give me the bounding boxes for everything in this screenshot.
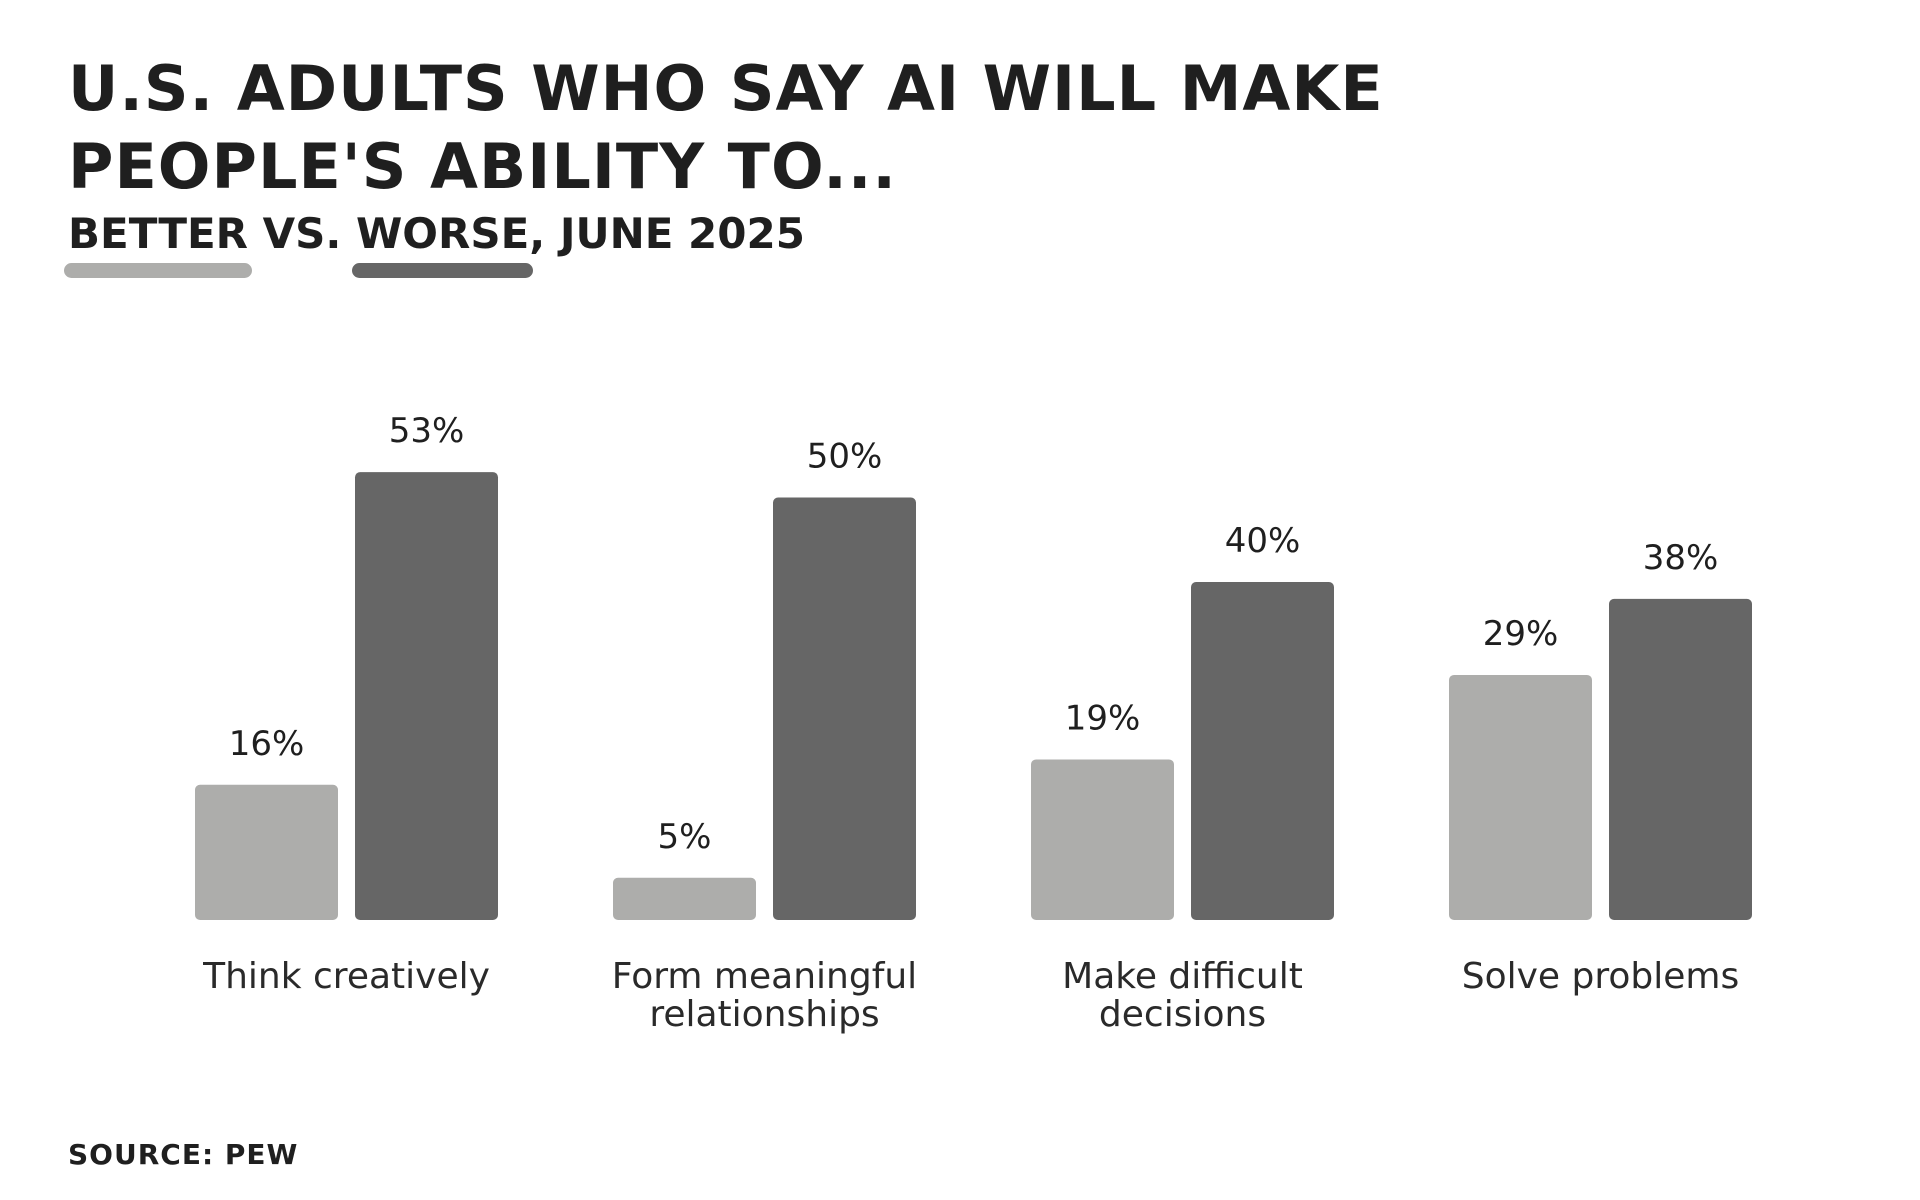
chart-subtitle: Better vs. Worse, June 2025: [64, 208, 805, 278]
bar-better-think-creatively: [195, 784, 338, 920]
bar-worse-form-meaningful-relationships: [773, 497, 916, 920]
bar-better-make-difficult-decisions: [1031, 759, 1174, 920]
legend-better-swatch: [64, 263, 252, 278]
category-label-think-creatively: Think creatively: [202, 956, 490, 997]
value-label-better-think-creatively: 16%: [229, 724, 305, 764]
value-label-better-solve-problems: 29%: [1483, 614, 1559, 654]
bar-worse-think-creatively: [355, 472, 498, 920]
value-label-worse-form-meaningful-relationships: 50%: [807, 437, 883, 477]
chart-title: U.S. adults who say AI will make people'…: [68, 52, 1384, 203]
value-label-worse-solve-problems: 38%: [1643, 538, 1719, 578]
value-label-worse-make-difficult-decisions: 40%: [1225, 521, 1301, 561]
bar-worse-solve-problems: [1609, 598, 1752, 920]
legend-better: Better: [64, 208, 252, 278]
category-label-line: Form meaningful: [612, 956, 917, 997]
bar-worse-make-difficult-decisions: [1191, 582, 1334, 920]
value-label-better-form-meaningful-relationships: 5%: [658, 817, 712, 857]
source-note: Source: Pew: [68, 1138, 299, 1171]
category-label-make-difficult-decisions: Make difficult decisions: [1062, 956, 1303, 1035]
subtitle-date: , June 2025: [529, 209, 805, 258]
category-label-line: Solve problems: [1462, 956, 1740, 997]
bar-better-solve-problems: [1449, 674, 1592, 920]
value-label-worse-think-creatively: 53%: [389, 411, 465, 451]
category-label-form-meaningful-relationships: Form meaningful relationships: [612, 956, 917, 1035]
bar-better-form-meaningful-relationships: [613, 877, 756, 920]
legend-worse-label: Worse: [355, 209, 530, 258]
value-label-better-make-difficult-decisions: 19%: [1065, 698, 1141, 738]
category-label-solve-problems: Solve problems: [1462, 956, 1740, 997]
legend-better-label: Better: [68, 209, 248, 258]
legend-worse-swatch: [351, 263, 534, 278]
legend-worse: Worse: [351, 208, 534, 278]
category-label-line: decisions: [1099, 994, 1266, 1035]
legend-vs-label: vs.: [262, 209, 342, 258]
category-label-line: Think creatively: [202, 956, 490, 997]
category-label-line: relationships: [649, 994, 879, 1035]
category-label-line: Make difficult: [1062, 956, 1303, 997]
